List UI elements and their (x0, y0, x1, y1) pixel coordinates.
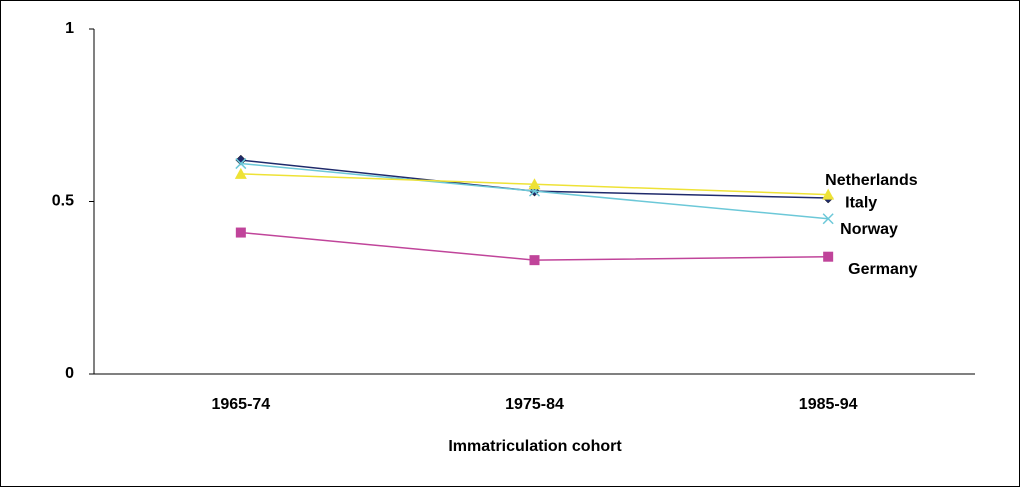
x-tick-label: 1965-74 (211, 396, 270, 413)
x-tick-label: 1985-94 (799, 396, 858, 413)
marker (823, 251, 834, 262)
series-label: Netherlands (825, 172, 918, 189)
marker (234, 167, 247, 179)
marker (235, 158, 247, 170)
marker (528, 178, 541, 190)
y-tick-label: 1 (65, 20, 74, 37)
y-tick-label: 0.5 (52, 193, 74, 210)
marker (822, 188, 835, 200)
series-label: Germany (848, 261, 917, 278)
series-label: Italy (845, 194, 877, 211)
marker (822, 213, 834, 225)
x-axis-title: Immatriculation cohort (448, 438, 622, 455)
y-tick-label: 0 (65, 365, 74, 382)
x-tick-label: 1975-84 (505, 396, 564, 413)
marker (235, 154, 247, 166)
marker (235, 227, 246, 238)
series-label: Norway (840, 221, 898, 238)
marker (529, 255, 540, 266)
